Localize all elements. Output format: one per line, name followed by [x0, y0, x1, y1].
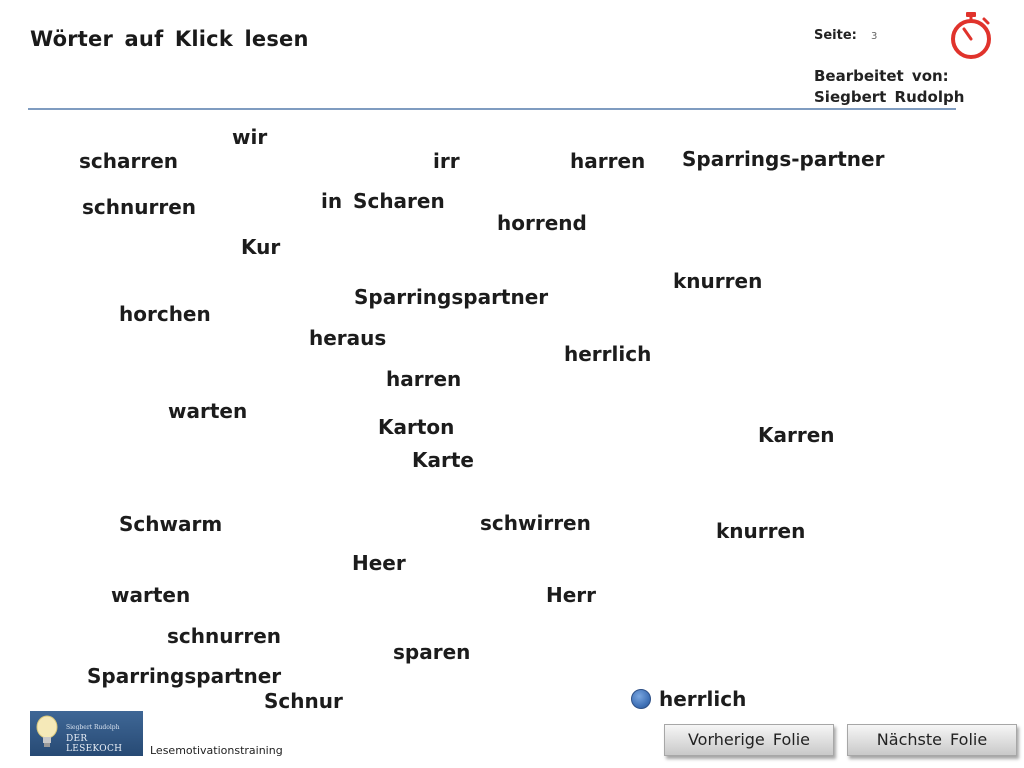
word-karton[interactable]: Karton	[378, 415, 455, 439]
stopwatch-icon[interactable]	[946, 10, 996, 60]
page-label: Seite:	[814, 28, 857, 43]
word-sparrings-partner[interactable]: Sparrings-partner	[682, 147, 885, 171]
footer-label: Lesemotivationstraining	[150, 744, 283, 757]
word-scharren[interactable]: scharren	[79, 149, 179, 173]
word-warten[interactable]: warten	[168, 399, 248, 423]
next-slide-button[interactable]: Nächste Folie	[847, 724, 1017, 756]
word-herr[interactable]: Herr	[546, 583, 597, 607]
blue-dot-icon[interactable]	[631, 689, 651, 709]
word-harren[interactable]: harren	[570, 149, 646, 173]
edited-by-name: Siegbert Rudolph	[814, 88, 965, 106]
word-schnurren[interactable]: schnurren	[167, 624, 282, 648]
leselkoch-logo: Siegbert Rudolph DER LESEKOCH	[30, 711, 143, 756]
page-number: 3	[871, 31, 878, 42]
word-sparringspartner[interactable]: Sparringspartner	[87, 664, 282, 688]
word-heer[interactable]: Heer	[352, 551, 406, 575]
word-herrlich[interactable]: herrlich	[659, 687, 747, 711]
edited-by: Bearbeitet von: Siegbert Rudolph	[814, 66, 964, 108]
word-wir[interactable]: wir	[232, 125, 268, 149]
word-sparen[interactable]: sparen	[393, 640, 471, 664]
word-schnurren[interactable]: schnurren	[82, 195, 197, 219]
word-schnur[interactable]: Schnur	[264, 689, 343, 713]
word-in-scharen[interactable]: in Scharen	[321, 189, 445, 213]
edited-by-label: Bearbeitet von:	[814, 67, 949, 85]
word-karte[interactable]: Karte	[412, 448, 474, 472]
word-irr[interactable]: irr	[433, 149, 460, 173]
word-kur[interactable]: Kur	[241, 235, 281, 259]
word-knurren[interactable]: knurren	[716, 519, 806, 543]
logo-brand: DER LESEKOCH	[66, 734, 123, 754]
word-heraus[interactable]: heraus	[309, 326, 387, 350]
word-warten[interactable]: warten	[111, 583, 191, 607]
word-horchen[interactable]: horchen	[119, 302, 211, 326]
lightbulb-icon	[36, 715, 58, 747]
word-schwirren[interactable]: schwirren	[480, 511, 591, 535]
word-karren[interactable]: Karren	[758, 423, 835, 447]
word-horrend[interactable]: horrend	[497, 211, 587, 235]
page-title: Wörter auf Klick lesen	[30, 27, 309, 51]
logo-author: Siegbert Rudolph	[66, 724, 120, 731]
word-knurren[interactable]: knurren	[673, 269, 763, 293]
word-harren[interactable]: harren	[386, 367, 462, 391]
word-schwarm[interactable]: Schwarm	[119, 512, 223, 536]
previous-slide-button[interactable]: Vorherige Folie	[664, 724, 834, 756]
header-divider	[28, 108, 956, 110]
word-sparringspartner[interactable]: Sparringspartner	[354, 285, 549, 309]
word-herrlich[interactable]: herrlich	[564, 342, 652, 366]
